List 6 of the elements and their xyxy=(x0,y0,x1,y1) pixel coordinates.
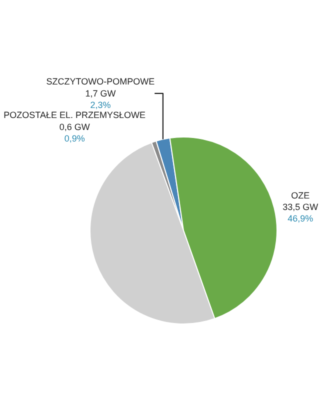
data-label: 33,5 GW 46,9% xyxy=(282,202,319,224)
data-label: 1,7 GW 2,3% xyxy=(85,88,116,110)
slice-label: SZCZYTOWO-POMPOWE xyxy=(46,76,155,87)
slice-label: OZE xyxy=(291,190,310,200)
slice-label: POZOSTAŁE EL. PRZEMYSŁOWE xyxy=(4,110,146,120)
data-label: 0,6 GW 0,9% xyxy=(59,122,90,144)
